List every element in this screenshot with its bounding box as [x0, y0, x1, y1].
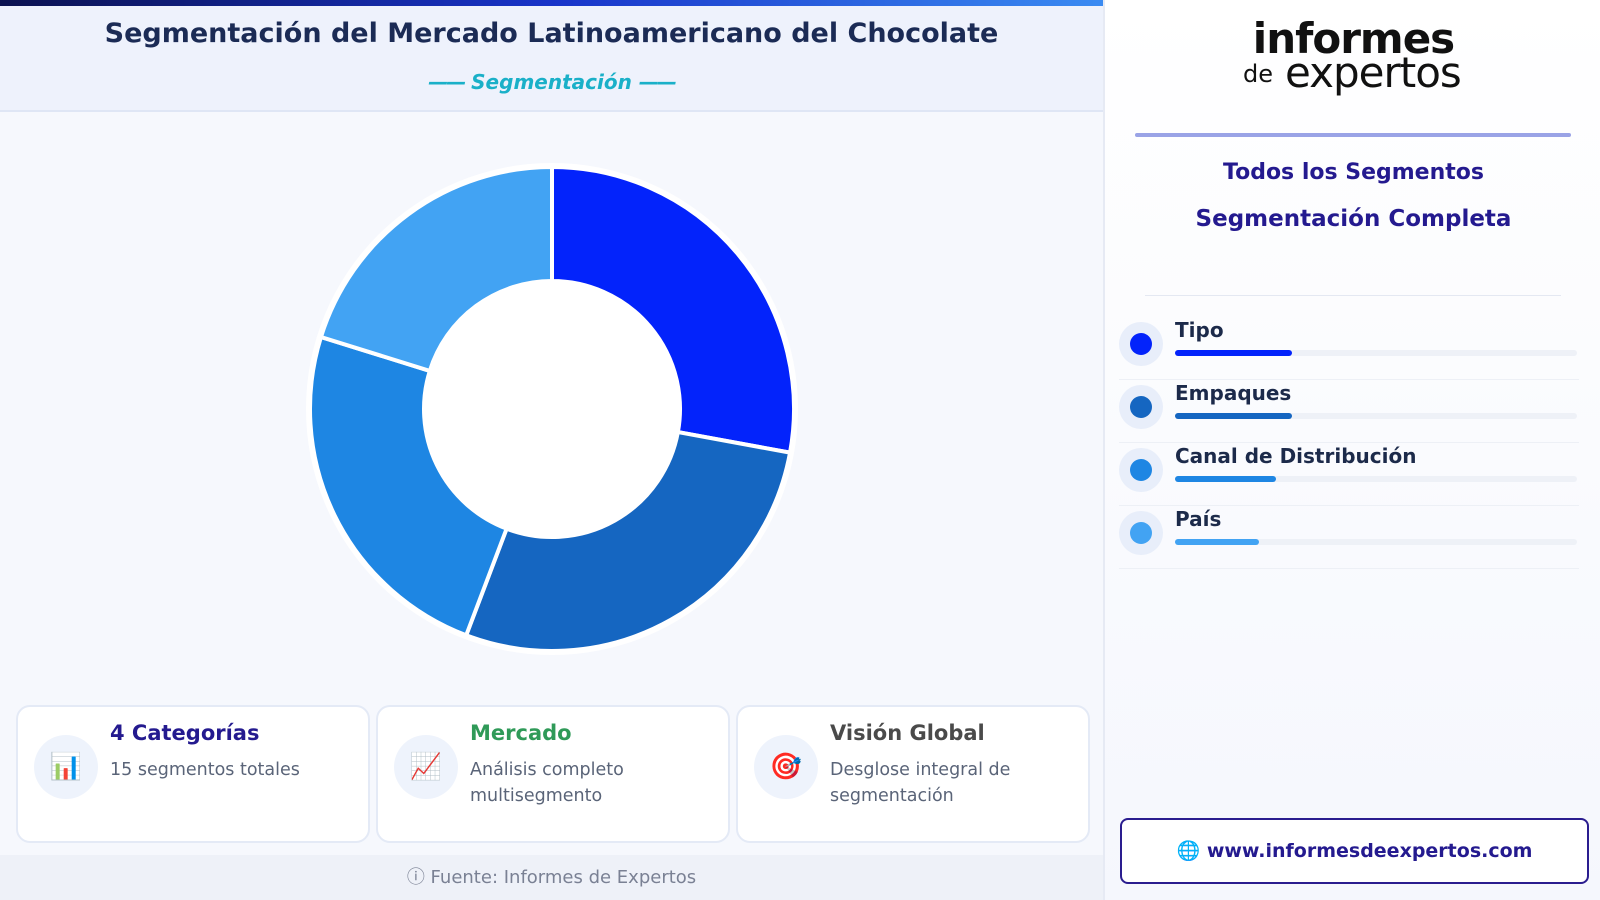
sidebar-subheading: Segmentación Completa — [1195, 206, 1512, 232]
segment-bar-track — [1175, 413, 1577, 419]
donut-hole — [424, 281, 680, 537]
donut-chart — [306, 163, 798, 655]
info-icon: ⓘ — [406, 867, 425, 888]
card-market: 📈 Mercado Análisis completo multisegment… — [376, 705, 730, 843]
segment-dot-ring — [1119, 511, 1163, 555]
segment-dot-ring — [1119, 448, 1163, 492]
globe-icon: 🌐 — [1176, 840, 1201, 862]
card-title: 4 Categorías — [110, 721, 260, 745]
segment-color-dot — [1130, 333, 1152, 355]
segment-item-tipo[interactable]: Tipo — [1119, 318, 1579, 380]
source-footer: ⓘ Fuente: Informes de Expertos — [0, 855, 1103, 900]
segment-bar-fill — [1175, 350, 1292, 356]
card-title: Visión Global — [830, 721, 985, 745]
logo-line-1: informes — [1252, 14, 1455, 63]
website-link-text: www.informesdeexpertos.com — [1206, 840, 1533, 862]
segment-color-dot — [1130, 522, 1152, 544]
segment-bar-fill — [1175, 539, 1260, 545]
card-description: 15 segmentos totales — [110, 760, 300, 780]
segment-item-pais[interactable]: País — [1119, 507, 1579, 569]
segment-label: País — [1175, 507, 1222, 531]
segment-label: Empaques — [1175, 381, 1292, 405]
chart-header: Segmentación del Mercado Latinoamericano… — [0, 6, 1103, 112]
card-categories: 📊 4 Categorías 15 segmentos totales — [16, 705, 370, 843]
segment-bar-track — [1175, 539, 1577, 545]
card-description: Análisis completo multisegmento — [470, 760, 624, 806]
trend-chart-icon: 📈 — [394, 735, 458, 799]
sidebar-divider — [1135, 133, 1571, 137]
segment-label: Tipo — [1175, 318, 1224, 342]
donut-chart-area — [0, 112, 1103, 692]
segment-bar-track — [1175, 476, 1577, 482]
target-icon: 🎯 — [754, 735, 818, 799]
top-accent-bar — [0, 0, 1103, 6]
segment-bar-track — [1175, 350, 1577, 356]
card-description: Desglose integral de segmentación — [830, 760, 1011, 806]
subtitle-dash-right: —— — [638, 70, 677, 94]
source-text: Fuente: Informes de Expertos — [430, 867, 697, 888]
main-panel: Segmentación del Mercado Latinoamericano… — [0, 0, 1103, 900]
segment-item-empaques[interactable]: Empaques — [1119, 381, 1579, 443]
segment-color-dot — [1130, 459, 1152, 481]
sidebar: informes de expertos Todos los Segmentos… — [1103, 0, 1600, 900]
segment-dot-ring — [1119, 385, 1163, 429]
bar-chart-icon: 📊 — [34, 735, 98, 799]
segment-bar-fill — [1175, 413, 1292, 419]
segment-item-canal[interactable]: Canal de Distribución — [1119, 444, 1579, 506]
segment-label: Canal de Distribución — [1175, 444, 1417, 468]
segment-color-dot — [1130, 396, 1152, 418]
website-link[interactable]: 🌐 www.informesdeexpertos.com — [1120, 818, 1589, 884]
card-global-vision: 🎯 Visión Global Desglose integral de seg… — [736, 705, 1090, 843]
sidebar-heading: Todos los Segmentos — [1223, 160, 1484, 185]
segment-dot-ring — [1119, 322, 1163, 366]
page-title: Segmentación del Mercado Latinoamericano… — [104, 18, 999, 49]
brand-logo: informes de expertos — [1105, 14, 1600, 104]
subtitle-text: Segmentación — [471, 70, 632, 94]
logo-line-2b: expertos — [1285, 48, 1462, 97]
logo-line-2a: de — [1243, 60, 1273, 88]
sidebar-divider-thin — [1145, 295, 1561, 296]
card-title: Mercado — [470, 721, 572, 745]
subtitle-dash-left: —— — [428, 70, 466, 94]
chart-subtitle: —— Segmentación —— — [0, 70, 1103, 94]
segment-bar-fill — [1175, 476, 1276, 482]
